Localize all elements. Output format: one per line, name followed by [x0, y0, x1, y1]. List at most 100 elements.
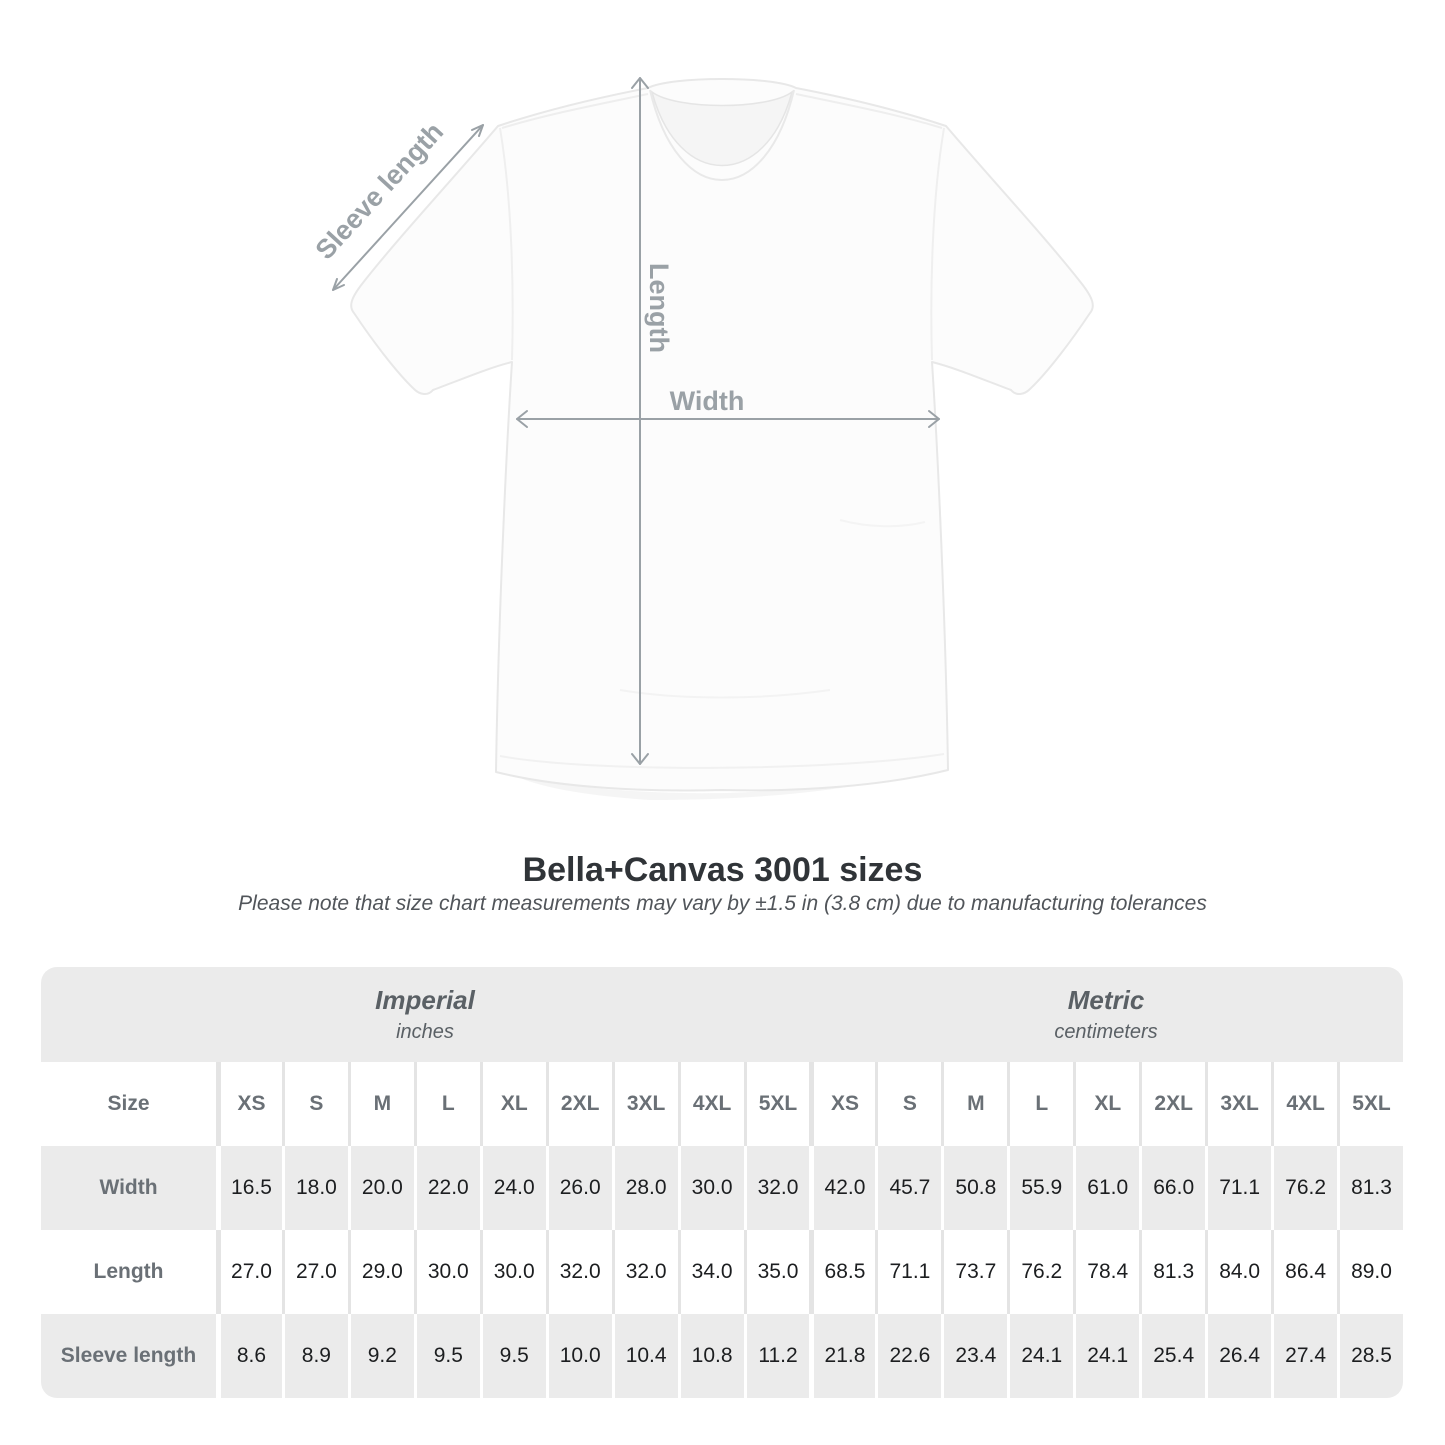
measurement-value-cell: 50.8 — [941, 1146, 1007, 1230]
size-col-header: S — [875, 1062, 941, 1146]
hem-shadow — [520, 770, 928, 800]
measurement-value-cell: 10.8 — [677, 1314, 744, 1398]
row-label: Width — [99, 1176, 158, 1199]
measurement-value-cell: 34.0 — [677, 1230, 744, 1314]
page-title: Bella+Canvas 3001 sizes — [522, 851, 923, 889]
row-label: Length — [93, 1260, 164, 1283]
fabric-wrinkle — [839, 519, 926, 528]
size-col-header: XS — [216, 1062, 282, 1146]
sleeve-length-arrow — [332, 124, 484, 291]
sleeve-length-row: Sleeve length 8.6 8.9 9.2 9.5 9.5 10.0 1… — [41, 1314, 1403, 1398]
tshirt-silhouette — [350, 78, 1094, 792]
shoulder-seam-right — [795, 93, 943, 129]
measurement-value-cell: 16.5 — [216, 1146, 282, 1230]
measurement-value-cell: 26.0 — [545, 1146, 612, 1230]
measurement-value-cell: 28.5 — [1337, 1314, 1403, 1398]
size-col-header: M — [941, 1062, 1007, 1146]
measurement-value-cell: 21.8 — [809, 1314, 875, 1398]
size-col-header: L — [1007, 1062, 1073, 1146]
measurement-value-cell: 81.3 — [1337, 1146, 1403, 1230]
size-col-header: 5XL — [743, 1062, 810, 1146]
unit-header-band: Imperial inches Metric centimeters — [41, 967, 1403, 1062]
metric-unit: centimeters — [1054, 1021, 1158, 1043]
measurement-value-cell: 86.4 — [1271, 1230, 1337, 1314]
measurement-value-cell: 78.4 — [1073, 1230, 1139, 1314]
measurement-value-cell: 10.0 — [545, 1314, 612, 1398]
size-col-header: XL — [479, 1062, 546, 1146]
sleeve-seam-right — [930, 127, 945, 361]
measurement-value-cell: 35.0 — [743, 1230, 810, 1314]
imperial-title: Imperial — [375, 985, 475, 1015]
measurement-value-cell: 24.0 — [479, 1146, 546, 1230]
measurement-value-cell: 30.0 — [413, 1230, 480, 1314]
measurement-value-cell: 9.2 — [347, 1314, 414, 1398]
size-row-label: Size — [107, 1092, 150, 1115]
measurement-value-cell: 8.6 — [216, 1314, 282, 1398]
measurement-value-cell: 27.0 — [216, 1230, 282, 1314]
hem-stitch — [499, 753, 945, 769]
size-col-header: M — [347, 1062, 414, 1146]
row-label: Sleeve length — [60, 1344, 197, 1367]
metric-section-header: Metric centimeters — [809, 967, 1403, 1062]
size-col-header: 3XL — [1205, 1062, 1271, 1146]
measurement-value-cell: 9.5 — [479, 1314, 546, 1398]
measurement-value-cell: 55.9 — [1007, 1146, 1073, 1230]
metric-title: Metric — [1067, 985, 1145, 1015]
measurement-value-cell: 30.0 — [677, 1146, 744, 1230]
size-col-header: XL — [1073, 1062, 1139, 1146]
measurement-value-cell: 11.2 — [743, 1314, 810, 1398]
size-col-header: 3XL — [611, 1062, 678, 1146]
neck-opening — [650, 90, 794, 167]
imperial-unit: inches — [396, 1021, 454, 1043]
tshirt-measurement-diagram: Sleeve length Length Width — [309, 77, 1094, 800]
size-col-header: 2XL — [1139, 1062, 1205, 1146]
size-col-header: 2XL — [545, 1062, 612, 1146]
size-table: Imperial inches Metric centimeters Size … — [41, 967, 1403, 1398]
collar-seam — [649, 89, 795, 181]
measurement-value-cell: 10.4 — [611, 1314, 678, 1398]
measurement-value-cell: 61.0 — [1073, 1146, 1139, 1230]
measurement-value-cell: 76.2 — [1007, 1230, 1073, 1314]
measurement-value-cell: 89.0 — [1337, 1230, 1403, 1314]
length-row: Length 27.0 27.0 29.0 30.0 30.0 32.0 32.… — [41, 1230, 1403, 1314]
measurement-value-cell: 71.1 — [1205, 1146, 1271, 1230]
measurement-value-cell: 81.3 — [1139, 1230, 1205, 1314]
measurement-value-cell: 76.2 — [1271, 1146, 1337, 1230]
width-arrow — [516, 410, 940, 428]
measurement-value-cell: 25.4 — [1139, 1314, 1205, 1398]
measurement-value-cell: 24.1 — [1073, 1314, 1139, 1398]
measurement-value-cell: 73.7 — [941, 1230, 1007, 1314]
measurement-value-cell: 71.1 — [875, 1230, 941, 1314]
measurement-value-cell: 42.0 — [809, 1146, 875, 1230]
size-header-row: Size XS S M L XL 2XL 3XL 4XL 5XL XS S M … — [41, 1062, 1403, 1146]
size-col-header: 5XL — [1337, 1062, 1403, 1146]
size-col-header: XS — [809, 1062, 875, 1146]
width-row: Width 16.5 18.0 20.0 22.0 24.0 26.0 28.0… — [41, 1146, 1403, 1230]
tolerance-note: Please note that size chart measurements… — [238, 892, 1207, 915]
measurement-value-cell: 68.5 — [809, 1230, 875, 1314]
measurement-value-cell: 32.0 — [743, 1146, 810, 1230]
measurement-value-cell: 28.0 — [611, 1146, 678, 1230]
measurement-value-cell: 24.1 — [1007, 1314, 1073, 1398]
measurement-value-cell: 26.4 — [1205, 1314, 1271, 1398]
width-label: Width — [670, 386, 745, 416]
imperial-section-header: Imperial inches — [41, 967, 809, 1062]
measurement-value-cell: 23.4 — [941, 1314, 1007, 1398]
measurement-value-cell: 84.0 — [1205, 1230, 1271, 1314]
size-col-header: 4XL — [1271, 1062, 1337, 1146]
measurement-value-cell: 22.6 — [875, 1314, 941, 1398]
measurement-value-cell: 29.0 — [347, 1230, 414, 1314]
measurement-value-cell: 45.7 — [875, 1146, 941, 1230]
measurement-value-cell: 27.0 — [281, 1230, 348, 1314]
size-col-header: L — [413, 1062, 480, 1146]
measurement-value-cell: 20.0 — [347, 1146, 414, 1230]
measurement-value-cell: 18.0 — [281, 1146, 348, 1230]
length-label: Length — [644, 263, 674, 353]
measurement-value-cell: 22.0 — [413, 1146, 480, 1230]
measurement-value-cell: 9.5 — [413, 1314, 480, 1398]
shoulder-seam-left — [501, 93, 649, 129]
length-arrow — [631, 77, 649, 765]
measurement-value-cell: 66.0 — [1139, 1146, 1205, 1230]
measurement-value-cell: 27.4 — [1271, 1314, 1337, 1398]
